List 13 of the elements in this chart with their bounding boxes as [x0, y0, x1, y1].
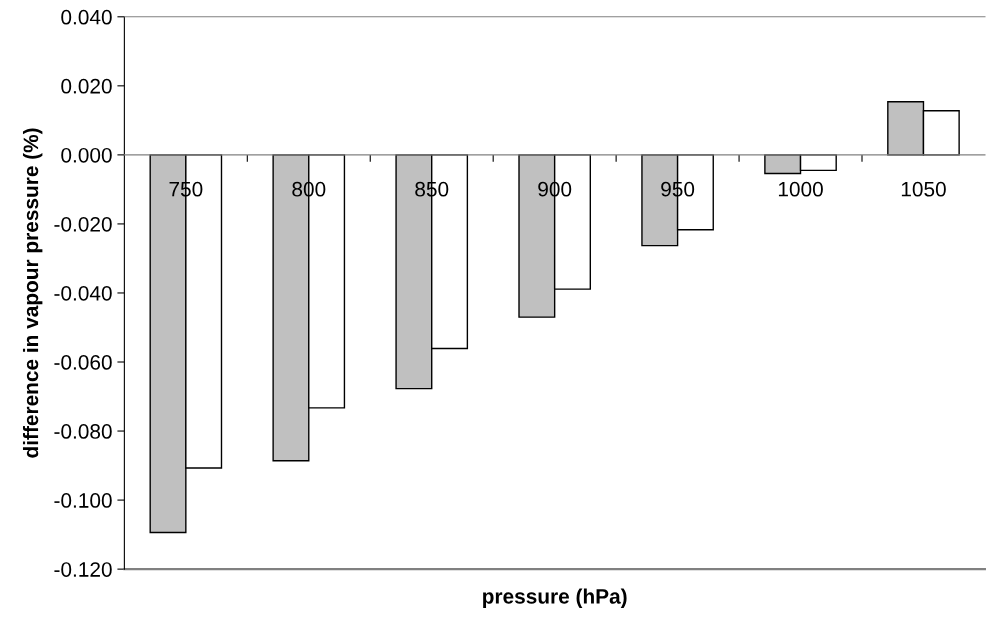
y-tick-label: -0.120 — [54, 562, 112, 577]
y-tick-label: -0.040 — [54, 285, 112, 301]
y-tick-label: 0.040 — [61, 9, 112, 25]
y-tick-label: 0.020 — [61, 78, 112, 94]
y-axis-title: difference in vapour pressure (%) — [22, 128, 43, 458]
y-tick-label: 0.000 — [61, 147, 112, 163]
y-tick-label: -0.100 — [54, 493, 112, 508]
x-tick-label: 1000 — [778, 181, 823, 197]
y-tick-label: -0.020 — [54, 216, 112, 232]
y-tick-label: -0.080 — [54, 424, 112, 439]
x-tick-label: 1050 — [901, 181, 946, 197]
x-axis-title: pressure (hPa) — [483, 588, 627, 608]
y-tick-label: -0.060 — [54, 355, 112, 370]
